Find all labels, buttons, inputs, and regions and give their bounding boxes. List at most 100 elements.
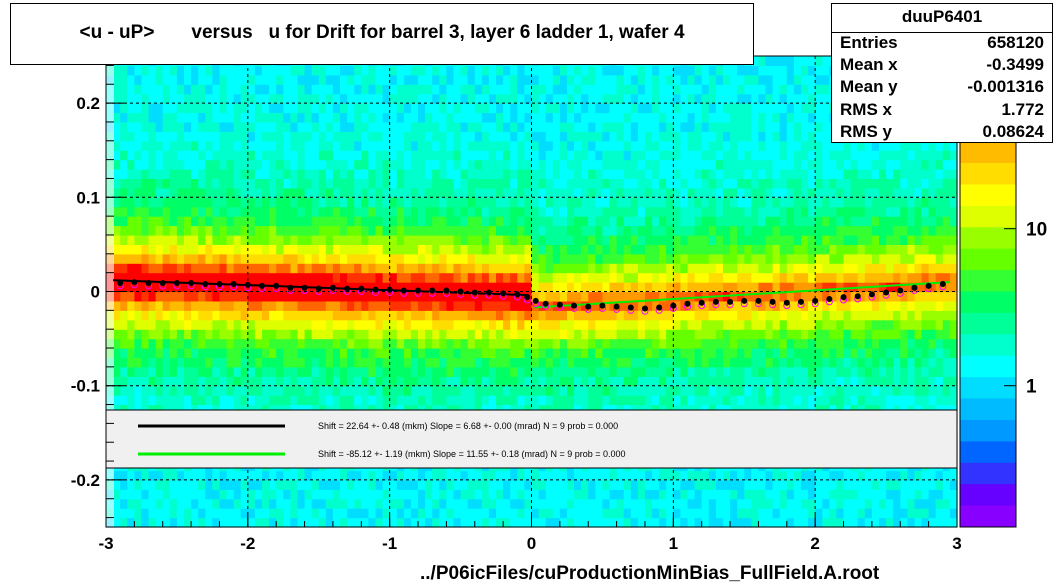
heatmap-cell [496,169,504,179]
heatmap-cell [276,197,284,208]
heatmap-cell [340,65,348,76]
heatmap-cell [481,197,490,208]
heatmap-cell [801,508,809,519]
heatmap-cell [581,366,589,377]
heatmap-cell [120,319,128,330]
heatmap-cell [623,338,632,349]
heatmap-cell [715,103,724,114]
heatmap-cell [162,140,171,151]
heatmap-cell [460,216,469,227]
heatmap-cell [595,150,603,161]
heatmap-cell [545,131,554,142]
heatmap-cell [184,84,192,95]
heatmap-cell [247,395,256,406]
heatmap-cell [460,300,469,311]
heatmap-cell [247,366,256,377]
heatmap-cell [567,121,575,132]
heatmap-cell [510,348,518,358]
heatmap-cell [666,140,674,151]
heatmap-cell [410,263,419,274]
heatmap-cell [233,121,242,132]
heatmap-cell [460,338,469,349]
heatmap-cell [793,291,802,302]
heatmap-cell [375,498,384,509]
heatmap-cell [467,338,476,349]
heatmap-cell [347,235,355,245]
heatmap-cell [488,235,497,245]
heatmap-cell [545,282,554,293]
heatmap-cell [219,489,228,500]
heatmap-cell [609,216,618,227]
heatmap-cell [645,178,653,189]
heatmap-cell [524,489,533,500]
heatmap-cell [219,508,228,519]
heatmap-cell [155,338,164,349]
heatmap-cell [793,65,802,76]
heatmap-cell [368,479,377,490]
heatmap-cell [446,329,455,340]
heatmap-cell [439,300,447,311]
heatmap-cell [673,489,681,500]
heatmap-cell [701,253,710,264]
heatmap-cell [389,366,398,377]
heatmap-cell [361,65,369,76]
heatmap-cell [517,93,525,104]
heatmap-cell [361,131,369,142]
heatmap-cell [645,508,653,519]
heatmap-cell [184,310,192,321]
heatmap-cell [744,197,752,208]
heatmap-cell [240,329,249,340]
heatmap-cell [148,121,157,132]
heatmap-cell [432,272,440,283]
heatmap-cell [737,197,745,208]
heatmap-cell [432,348,440,358]
heatmap-cell [226,357,235,368]
heatmap-cell [283,489,291,500]
heatmap-cell [226,348,235,358]
heatmap-cell [595,376,603,387]
heatmap-cell [616,357,625,368]
heatmap-cell [219,121,228,132]
heatmap-cell [595,300,603,311]
heatmap-cell [552,310,561,321]
heatmap-cell [779,319,788,330]
heatmap-cell [240,366,249,377]
heatmap-cell [219,366,228,377]
heatmap-cell [765,395,774,406]
heatmap-cell [141,140,150,151]
heatmap-cell [240,376,249,387]
heatmap-cell [439,235,447,245]
heatmap-cell [609,508,618,519]
heatmap-cell [162,282,171,293]
heatmap-cell [297,84,306,95]
heatmap-cell [169,225,178,236]
heatmap-cell [276,65,284,76]
heatmap-cell [779,263,788,274]
heatmap-cell [247,385,256,396]
heatmap-cell [162,338,171,349]
heatmap-cell [382,489,391,500]
heatmap-cell [212,74,221,85]
heatmap-cell [425,479,433,490]
heatmap-cell [233,282,242,293]
heatmap-cell [793,348,802,358]
heatmap-cell [141,508,150,519]
heatmap-cell [453,225,462,236]
heatmap-cell [687,479,696,490]
heatmap-cell [652,253,660,264]
heatmap-cell [801,150,809,161]
heatmap-cell [453,187,462,198]
heatmap-cell [311,112,320,123]
heatmap-cell [453,112,462,123]
heatmap-cell [233,348,242,358]
heatmap-cell [262,140,270,151]
heatmap-cell [779,329,788,340]
heatmap-cell [290,517,299,528]
heatmap-cell [247,121,256,132]
heatmap-cell [325,395,334,406]
heatmap-cell [772,93,781,104]
heatmap-cell [219,338,228,349]
heatmap-cell [226,159,235,170]
heatmap-cell [254,357,263,368]
heatmap-cell [340,121,348,132]
